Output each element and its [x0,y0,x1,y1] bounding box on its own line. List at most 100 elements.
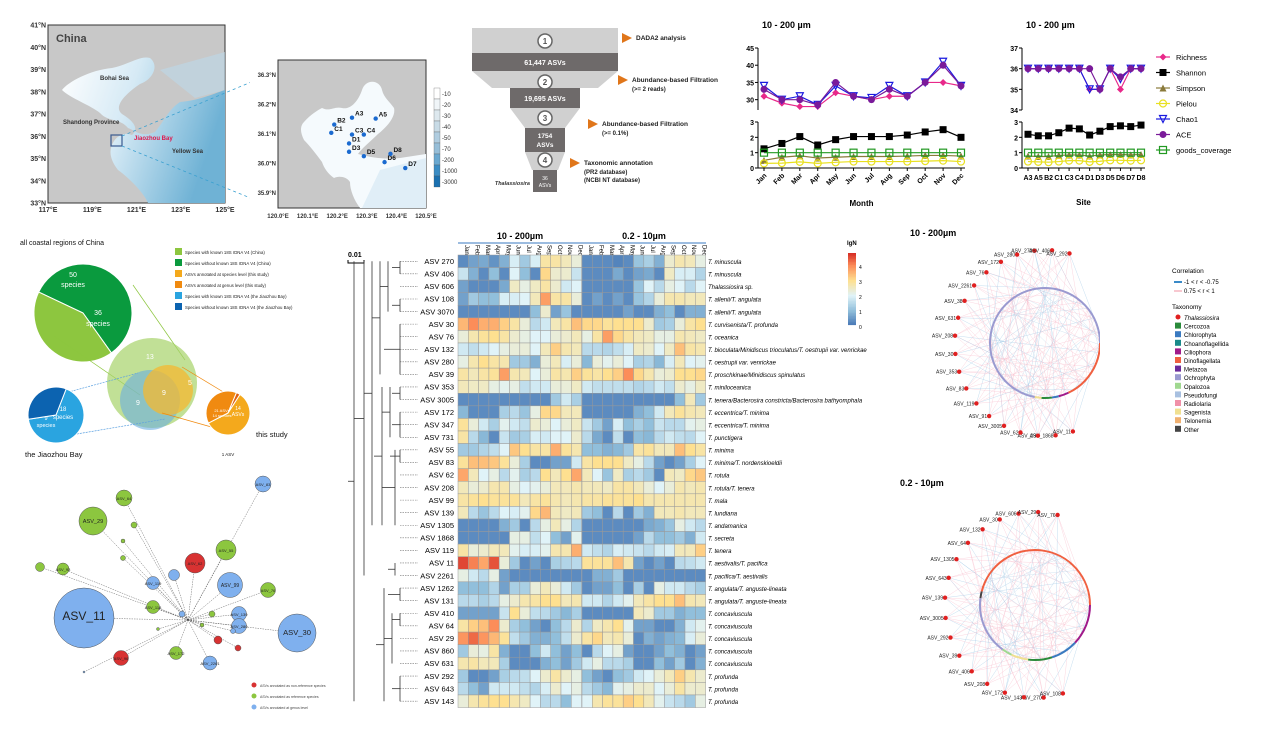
community-ring-arc [980,591,981,598]
heatmap-cell [654,268,664,281]
lat-tick-label: 38°N [30,88,46,96]
series-line [764,155,961,160]
colorbar-segment [848,270,856,272]
heatmap-cell [458,418,468,431]
data-point [868,96,875,103]
heatmap-cell [571,268,581,281]
legend-dot [252,705,257,710]
heatmap-cell [623,280,633,293]
heatmap-cell [675,444,685,457]
thalassiosira-node [998,517,1002,521]
heatmap-cell [695,532,705,545]
heatmap-cell [695,569,705,582]
heatmap-cell [510,280,520,293]
heatmap-cell [551,356,561,369]
node-label: ASV_39 [939,654,958,660]
node-label: ASV_119 [954,401,975,407]
lon-tick-label: 121°E [127,206,146,214]
heatmap-cell [520,444,530,457]
thalassiosira-node [1061,691,1065,695]
heatmap-cell [603,494,613,507]
heatmap-cell [468,418,478,431]
network-edge [989,296,1016,416]
heatmap-cell [664,695,674,708]
heatmap-cell [654,343,664,356]
data-point [796,96,803,103]
heatmap-cell [571,506,581,519]
heatmap-cell [510,582,520,595]
pie-label: 9 [44,416,47,422]
taxon-label: T. secreta [708,537,735,543]
heatmap-cell [489,343,499,356]
y-tick-label: 40 [746,63,754,70]
heatmap-cell [479,695,489,708]
heatmap-cell [520,368,530,381]
heatmap-cell [613,356,623,369]
network-title: 10 - 200µm [910,228,956,238]
node-label: ASV_606 [995,512,1016,518]
heatmap-cell [613,293,623,306]
colorbar-segment [848,312,856,314]
taxon-label: T. oestrupii var. venrickae [708,361,777,367]
heatmap-cell [458,393,468,406]
heatmap-cell [664,682,674,695]
heatmap-cell [613,544,623,557]
heatmap-cell [561,268,571,281]
taxon-label: T. bioculata/Minidiscus trioculatus/T. o… [708,348,867,354]
lon-tick-label: 120.0°E [267,214,288,220]
heatmap-cell [644,645,654,658]
heatmap-cell [489,456,499,469]
heatmap-cell [551,280,561,293]
heatmap-cell [634,456,644,469]
heatmap-cell [551,657,561,670]
asv-label: ASV 3005 [420,395,454,404]
heatmap-cell [561,280,571,293]
heatmap-cell [603,343,613,356]
step-count: 1754 [538,133,553,140]
heatmap-cell [582,343,592,356]
asv-label: ASV 406 [424,270,454,279]
network-edge [158,620,188,629]
heatmap-cell [530,268,540,281]
heatmap-cell [571,557,581,570]
heatmap-cell [479,657,489,670]
heatmap-cell [458,594,468,607]
heatmap-cell [623,569,633,582]
venn-count-study-china: 5 [188,380,192,387]
heatmap-cell [458,544,468,557]
venn-circle-study [143,365,193,415]
heatmap-cell [582,330,592,343]
heatmap-cell [603,268,613,281]
label-jiaozhou-bay: Jiaozhou Bay [134,136,173,142]
heatmap-cell [489,582,499,595]
heatmap-cell [489,330,499,343]
colorbar-segment [848,265,856,267]
heatmap-cell [510,330,520,343]
heatmap-cell [675,494,685,507]
heatmap-cell [582,519,592,532]
x-tick-label: Mar [790,172,804,186]
heatmap-title-a: 10 - 200µm [497,231,543,241]
heatmap-cell [623,330,633,343]
taxon-label: T. allenii/T. angulata [708,310,762,316]
bubble-node [235,645,241,651]
bubble-circle [83,671,85,673]
heatmap-cell [675,532,685,545]
heatmap-cell [644,695,654,708]
x-tick-label: C3 [1065,175,1074,182]
heatmap-cell [571,330,581,343]
heatmap-cell [675,670,685,683]
heatmap-cell [644,318,654,331]
heatmap-cell [540,657,550,670]
month-label: Sep [670,245,676,256]
heatmap-cell [499,632,509,645]
heatmap-cell [530,330,540,343]
heatmap-cell [510,469,520,482]
colorbar-segment [848,294,856,296]
heatmap-cell [582,506,592,519]
heatmap-cell [468,494,478,507]
